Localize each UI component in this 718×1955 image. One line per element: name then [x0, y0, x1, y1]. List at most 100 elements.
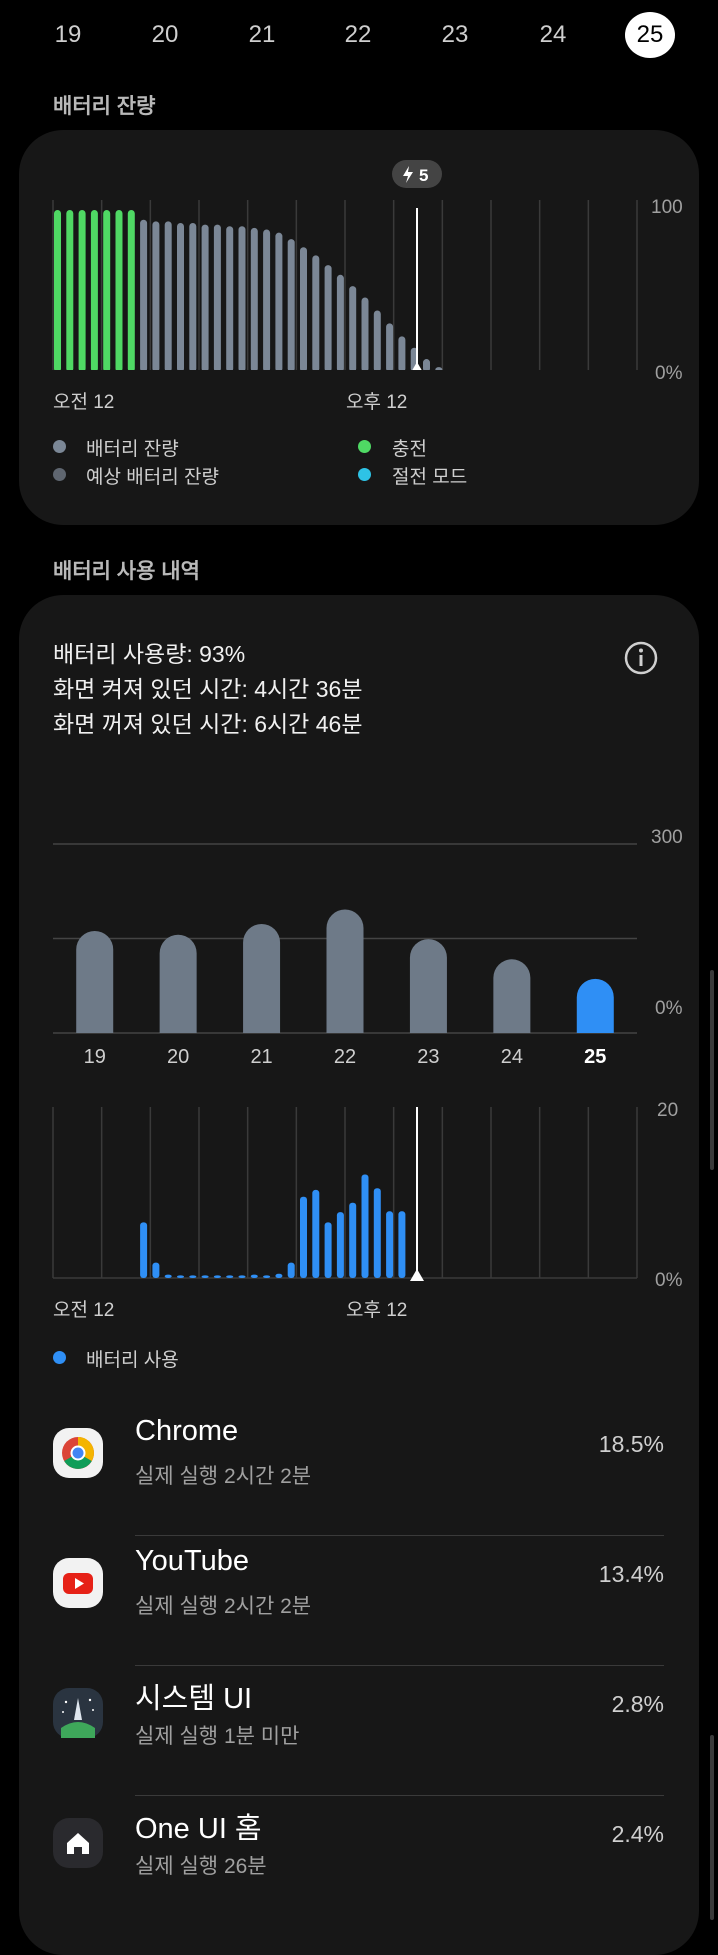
battery-level-bar	[90, 210, 98, 370]
hourly-usage-bar	[275, 1273, 283, 1278]
battery-level-bar	[103, 210, 111, 370]
battery-level-bar	[201, 224, 209, 370]
current-time-marker	[412, 362, 422, 370]
legend-battery-usage: 배터리 사용	[86, 1350, 179, 1371]
weekly-usage-bar[interactable]	[243, 924, 281, 1033]
hourly-current-time-marker	[410, 1269, 424, 1281]
hourly-x-mid-label: 오후 12	[346, 1300, 408, 1321]
hourly-x-start-label: 오전 12	[53, 1300, 115, 1321]
weekly-usage-bar[interactable]	[493, 959, 531, 1033]
day-22[interactable]: 22	[344, 21, 372, 48]
battery-level-bar	[275, 232, 283, 370]
day-selector: 19 20 21 22 23 24 25	[0, 12, 718, 58]
weekly-y-top-label: 300	[651, 827, 683, 848]
weekly-usage-bar[interactable]	[326, 909, 364, 1033]
screen-off-time: 화면 꺼져 있던 시간: 6시간 46분	[53, 711, 363, 737]
app-name: Chrome	[135, 1415, 239, 1447]
app-name: 시스템 UI	[135, 1683, 253, 1715]
day-20[interactable]: 20	[151, 21, 179, 48]
hourly-y-top-label: 20	[657, 1100, 679, 1121]
battery-level-bar	[287, 239, 295, 370]
divider	[135, 1665, 664, 1666]
battery-level-bar	[177, 222, 184, 370]
battery-usage-card: 배터리 사용량: 93% 화면 켜져 있던 시간: 4시간 36분 화면 꺼져 …	[19, 595, 699, 1955]
legend-dot-battery	[53, 440, 66, 453]
weekly-tick-label: 21	[250, 1046, 272, 1065]
weekly-tick-label: 19	[84, 1046, 106, 1065]
hourly-usage-bar	[189, 1275, 197, 1278]
legend-dot-power-saving	[358, 468, 371, 481]
hourly-usage-bar	[324, 1222, 332, 1278]
app-name: One UI 홈	[135, 1813, 262, 1845]
hourly-usage-bar	[164, 1274, 172, 1278]
app-row-one-ui-home[interactable]: One UI 홈 실제 실행 26분 2.4%	[0, 1783, 718, 1913]
app-row-youtube[interactable]: YouTube 실제 실행 2시간 2분 13.4%	[0, 1523, 718, 1653]
battery-level-bar	[54, 210, 61, 370]
weekly-tick-label: 20	[167, 1046, 189, 1065]
weekly-usage-bar[interactable]	[576, 978, 614, 1033]
hourly-usage-bar	[349, 1202, 357, 1278]
battery-level-card: 5 100 0% 오전 12 오후 12 배터리 잔량 예상 배터리 잔량 충전…	[19, 130, 699, 525]
hourly-usage-bar	[386, 1211, 394, 1278]
battery-level-bar	[250, 227, 258, 370]
hourly-usage-bar	[361, 1174, 369, 1278]
info-icon[interactable]	[623, 640, 659, 676]
battery-level-chart: 5	[52, 160, 638, 370]
battery-level-bar	[226, 226, 234, 370]
hourly-usage-bar	[263, 1275, 271, 1278]
battery-level-bar	[238, 226, 246, 370]
battery-level-bar	[435, 367, 443, 370]
hourly-usage-bar	[250, 1274, 258, 1278]
battery-level-bar	[423, 359, 430, 370]
app-runtime: 실제 실행 26분	[135, 1855, 267, 1878]
battery-level-bar	[164, 221, 172, 370]
hourly-usage-bar	[300, 1196, 307, 1278]
battery-level-bar	[373, 310, 381, 370]
app-percent: 18.5%	[598, 1431, 664, 1457]
system-ui-icon	[53, 1688, 103, 1738]
weekly-usage-bar[interactable]	[159, 934, 197, 1033]
legend-dot-charging	[358, 440, 371, 453]
chrome-icon	[53, 1428, 103, 1478]
weekly-usage-bar[interactable]	[76, 930, 114, 1033]
hourly-usage-bar	[226, 1275, 234, 1278]
battery-usage-title: 배터리 사용 내역	[53, 560, 200, 583]
hourly-usage-bar	[201, 1275, 209, 1278]
weekly-tick-label: 23	[417, 1046, 439, 1065]
hourly-usage-bar	[213, 1275, 221, 1278]
battery-level-title: 배터리 잔량	[53, 95, 156, 118]
weekly-usage-bar[interactable]	[409, 939, 447, 1033]
app-row-system-ui[interactable]: 시스템 UI 실제 실행 1분 미만 2.8%	[0, 1653, 718, 1783]
hourly-usage-bar	[373, 1188, 381, 1278]
app-row-chrome[interactable]: Chrome 실제 실행 2시간 2분 18.5%	[0, 1393, 718, 1523]
battery-level-bar	[349, 286, 357, 370]
hourly-usage-bar	[287, 1262, 295, 1278]
hourly-usage-bar	[152, 1262, 160, 1278]
lightning-icon	[403, 166, 413, 183]
hourly-usage-bar	[238, 1275, 246, 1278]
app-percent: 2.4%	[611, 1821, 664, 1847]
day-19[interactable]: 19	[54, 21, 82, 48]
hourly-usage-bar	[140, 1222, 148, 1278]
app-percent: 13.4%	[598, 1561, 664, 1587]
screen-on-time: 화면 켜져 있던 시간: 4시간 36분	[53, 676, 363, 702]
hourly-usage-bar	[177, 1275, 184, 1278]
level-y-top-label: 100	[651, 197, 683, 218]
day-24[interactable]: 24	[539, 21, 567, 48]
scrollbar-thumb[interactable]	[710, 970, 714, 1170]
battery-level-bar	[140, 219, 148, 370]
battery-level-bar	[263, 229, 271, 370]
power-badge	[392, 160, 442, 188]
battery-level-bar	[127, 210, 135, 370]
weekly-tick-label: 22	[334, 1046, 356, 1065]
scrollbar-thumb-lower[interactable]	[710, 1735, 714, 1920]
divider	[135, 1535, 664, 1536]
day-21[interactable]: 21	[248, 21, 276, 48]
battery-level-bar	[300, 247, 307, 370]
divider	[135, 1795, 664, 1796]
hourly-usage-chart	[52, 1107, 638, 1281]
hourly-usage-bar	[312, 1189, 320, 1278]
day-23[interactable]: 23	[441, 21, 469, 48]
battery-level-bar	[386, 323, 394, 370]
day-25[interactable]: 25	[625, 12, 675, 58]
